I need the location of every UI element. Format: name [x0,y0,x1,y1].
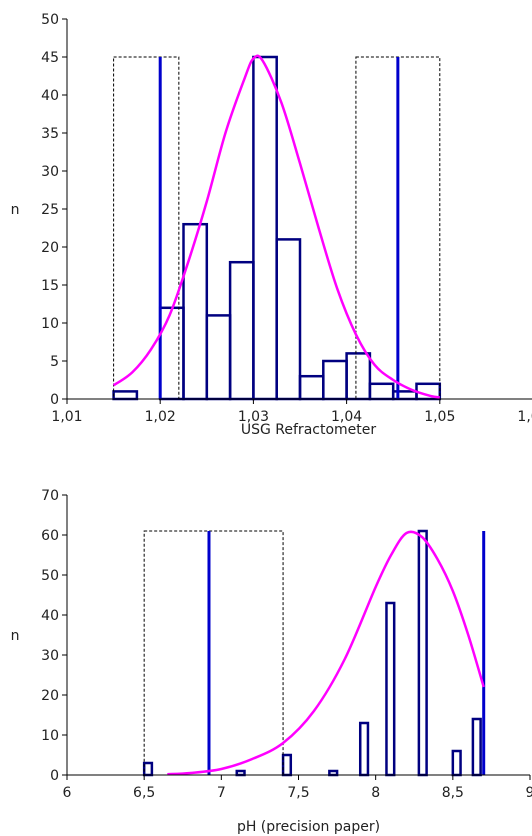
distribution-curve-group [112,54,441,399]
histogram-bar [368,382,395,401]
distribution-curve-group [167,530,485,776]
y-tick-label: 70 [41,488,59,504]
reference-boxes [143,530,284,776]
histogram-bar [358,721,370,777]
x-axis-title: USG Refractometer [241,422,377,438]
histogram-bar [205,314,232,401]
y-tick-label: 40 [41,88,59,104]
histogram-bars [112,55,442,401]
x-tick-labels: 1,01 1,02 1,03 1,04 1,05 1,06 [51,409,532,425]
histogram-bar [228,260,255,401]
chart-ph: 0 10 20 30 40 50 60 70 6 6,5 7 7,5 8 8,5 9 pH (precis… [11,488,532,835]
y-tick-label: 0 [50,768,59,784]
y-tick-label: 25 [41,202,59,218]
x-tick-label: 1,01 [51,409,82,425]
x-tick-label: 8,5 [442,785,464,801]
histogram-bar [158,306,185,401]
y-tick-label: 10 [41,316,59,332]
x-tick-label: 7 [217,785,226,801]
x-tick-label: 1,05 [424,409,455,425]
histogram-bar [451,749,462,777]
x-tick-label: 1,03 [238,409,269,425]
reference-lines [207,531,486,775]
reference-lines [158,57,400,399]
y-tick-labels: 0 5 10 15 20 25 30 35 40 45 50 [41,12,59,408]
y-tick-label: 15 [41,278,59,294]
x-tick-label: 1,02 [145,409,176,425]
y-tick-label: 20 [41,688,59,704]
y-tick-label: 50 [41,12,59,28]
x-axis-title: pH (precision paper) [237,819,380,835]
histogram-bar [345,352,372,401]
reference-range-box [113,56,180,400]
histogram-bar [417,529,428,777]
histogram-bar [298,374,325,401]
x-tick-label: 6,5 [133,785,155,801]
x-tick-label: 6 [63,785,72,801]
y-tick-label: 10 [41,728,59,744]
histogram-bar [142,761,154,777]
histogram-bar [322,359,348,401]
y-tick-label: 0 [50,392,59,408]
distribution-curve [112,54,441,399]
y-axis-title: n [11,628,20,644]
y-tick-label: 5 [50,354,59,370]
y-tick-label: 45 [41,50,59,66]
y-tick-label: 20 [41,240,59,256]
distribution-curve [167,530,485,776]
histogram-bar [112,390,139,401]
x-tick-label: 8 [371,785,380,801]
x-tick-label: 7,5 [287,785,309,801]
histogram-bar [281,753,293,777]
y-tick-label: 40 [41,608,59,624]
histogram-bar [328,769,339,777]
histogram-bar [252,55,278,401]
y-tick-label: 30 [41,164,59,180]
y-tick-label: 35 [41,126,59,142]
histogram-bar [182,222,209,401]
x-tick-label: 9 [526,785,532,801]
reference-range-box [143,530,284,776]
axes [62,494,531,780]
histogram-bar [275,238,302,401]
histogram-bar [235,769,246,777]
y-tick-label: 60 [41,528,59,544]
y-tick-label: 30 [41,648,59,664]
x-tick-labels: 6 6,5 7 7,5 8 8,5 9 [63,785,532,801]
x-tick-label: 1,04 [331,409,362,425]
histogram-bar [385,601,396,777]
histogram-bar [471,717,482,777]
y-tick-label: 50 [41,568,59,584]
axes [62,18,532,404]
histogram-bars [142,529,482,777]
y-axis-title: n [11,202,20,218]
x-tick-label: 1,06 [517,409,532,425]
y-tick-labels: 0 10 20 30 40 50 60 70 [41,488,59,784]
